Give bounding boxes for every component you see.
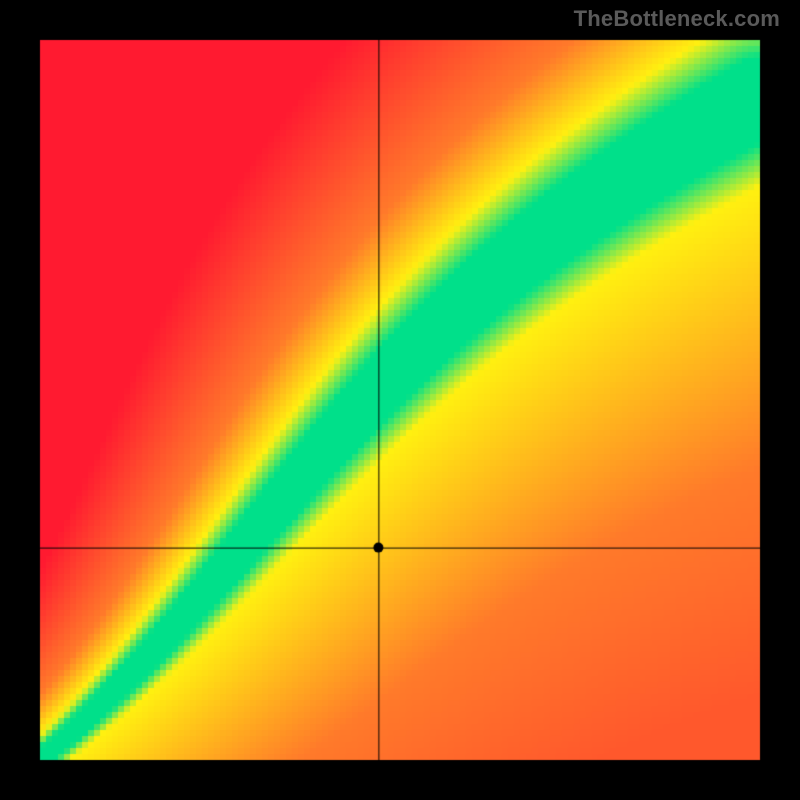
heatmap-canvas	[0, 0, 800, 800]
chart-container: TheBottleneck.com	[0, 0, 800, 800]
watermark-text: TheBottleneck.com	[574, 6, 780, 32]
